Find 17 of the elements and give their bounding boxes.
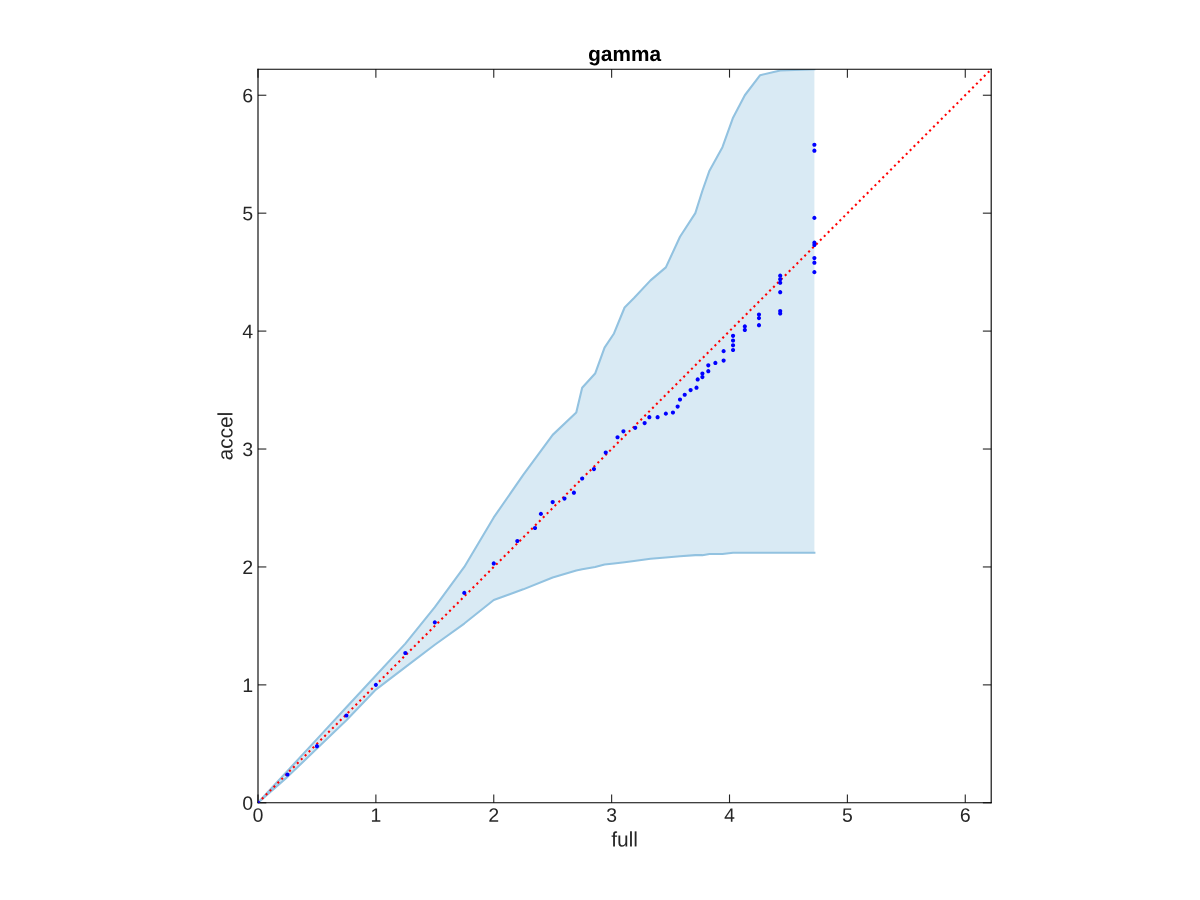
x-tick-label: 3 <box>606 808 617 822</box>
x-tick-label: 6 <box>960 808 970 822</box>
x-tick-label: 4 <box>724 808 735 822</box>
x-tick-label: 2 <box>489 808 499 822</box>
x-axis-title: full <box>611 831 637 847</box>
chart-title: gamma <box>588 49 662 66</box>
x-tick-label: 0 <box>253 808 263 822</box>
y-tick-label: 6 <box>243 88 253 103</box>
y-tick-label: 4 <box>242 324 253 339</box>
x-tick-label: 1 <box>371 808 381 822</box>
y-tick-label: 5 <box>243 206 253 221</box>
y-tick-label: 1 <box>243 678 253 692</box>
y-tick-label: 0 <box>243 796 253 811</box>
y-axis-title: accel <box>217 413 233 460</box>
x-tick-label: 5 <box>842 808 852 822</box>
y-tick-label: 3 <box>243 442 253 457</box>
y-tick-label: 2 <box>243 560 253 574</box>
